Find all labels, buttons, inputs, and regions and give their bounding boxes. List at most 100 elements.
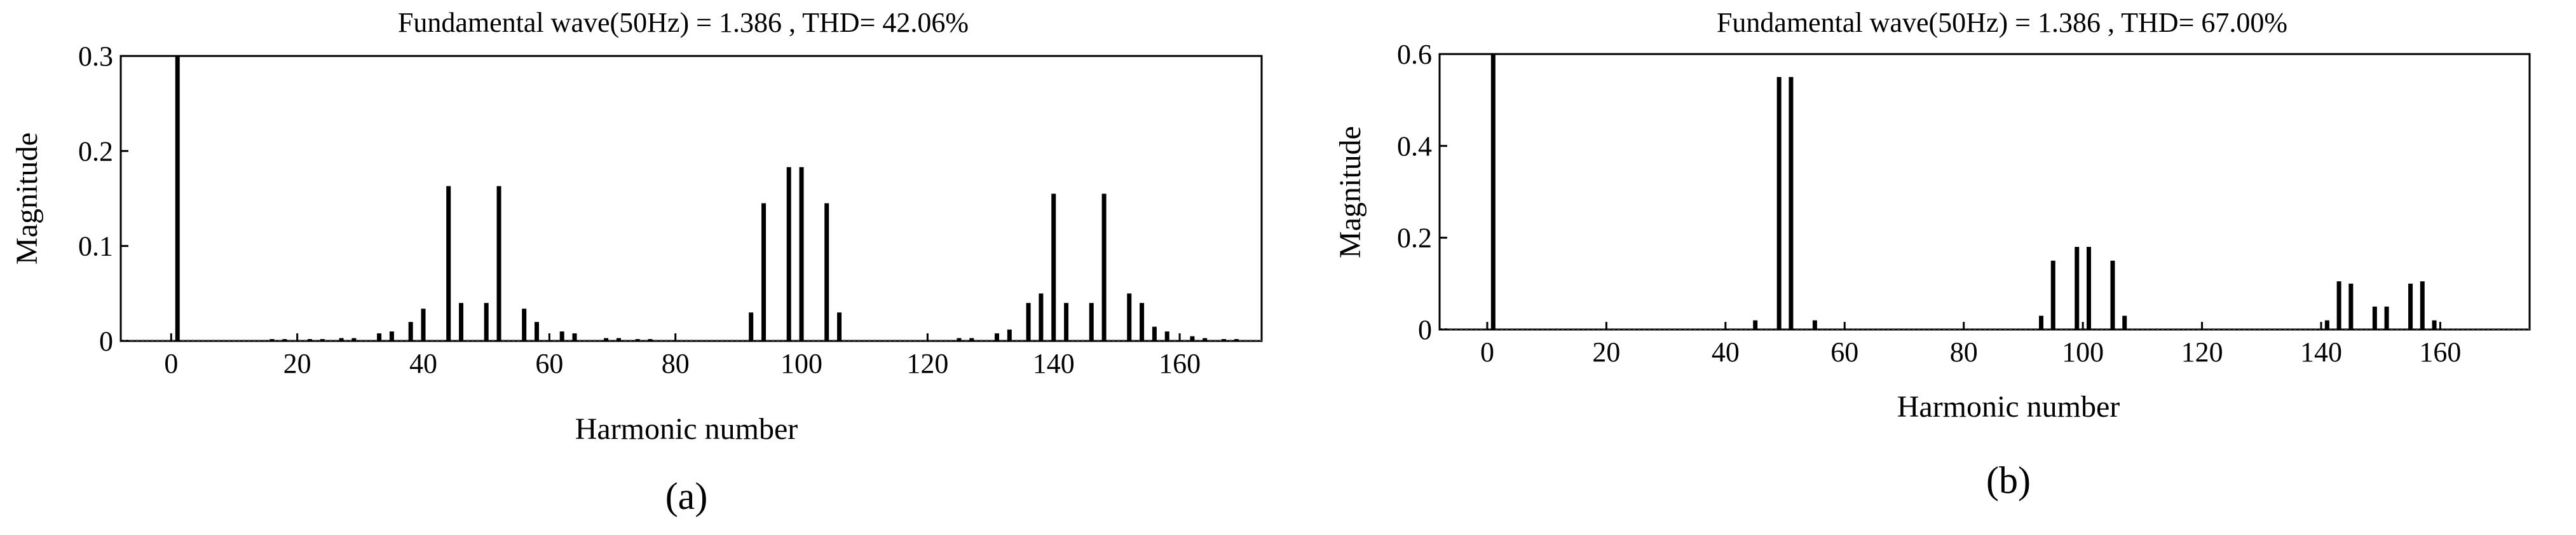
y-ticks-b: 0 0.2 0.4 0.6 [1397,39,1447,345]
bar [786,167,791,341]
bar [1026,303,1031,341]
x-tick-label: 20 [1592,337,1620,368]
bar [351,338,357,341]
bar [1490,54,1496,330]
bar [837,312,842,341]
x-tick-label: 120 [2181,337,2223,368]
bar [749,312,754,341]
y-tick-label: 0.2 [78,135,113,167]
chart-title-a: Fundamental wave(50Hz) = 1.386 , THD= 42… [398,7,969,38]
bar [269,339,275,341]
bar [1164,331,1169,341]
bar [635,339,640,341]
bar [1234,339,1239,341]
bar [2420,281,2425,330]
x-ticks-a: 0 20 40 60 80 100 120 140 160 [164,333,1201,379]
x-tick-label: 140 [1033,348,1075,379]
x-tick-label: 20 [283,348,311,379]
y-ticks-a: 0 0.1 0.2 0.3 [78,41,128,357]
bar [1140,303,1145,341]
bar [824,203,829,341]
bar [616,338,621,341]
chart-panel-a: Fundamental wave(50Hz) = 1.386 , THD= 42… [10,7,1263,517]
bar [459,303,464,341]
bar [535,322,540,341]
bar [282,339,287,341]
bar [761,203,767,341]
bars-b [1440,54,2530,330]
y-tick-label: 0.1 [78,231,113,262]
bar [604,338,609,341]
y-axis-label-a: Magnitude [10,132,44,265]
chart-panel-b: Fundamental wave(50Hz) = 1.386 , THD= 67… [1333,7,2531,501]
x-tick-label: 160 [1159,348,1201,379]
bar [2075,247,2080,330]
panel-caption-a: (a) [665,475,708,517]
bar [799,167,804,341]
x-tick-label: 0 [164,348,178,379]
bar [2384,306,2389,330]
y-tick-label: 0 [99,326,113,357]
bar [1007,330,1012,341]
bar [446,186,451,341]
bar [2336,281,2341,330]
x-tick-label: 100 [2062,337,2104,368]
bar [1789,77,1794,330]
bar [1190,336,1195,341]
bar [377,333,382,341]
bar [175,56,180,341]
bar [2348,283,2354,330]
bar [1753,320,1758,330]
bar [648,339,653,341]
x-tick-label: 60 [535,348,563,379]
bar [2408,283,2413,330]
chart-title-b: Fundamental wave(50Hz) = 1.386 , THD= 67… [1717,7,2287,38]
bar [1152,326,1157,341]
bar [957,338,962,341]
bar [1812,320,1817,330]
bar [1039,293,1044,341]
bar [2324,320,2329,330]
x-tick-label: 160 [2419,337,2461,368]
bar [2050,260,2055,330]
y-tick-label: 0 [1418,314,1432,345]
x-tick-label: 0 [1480,337,1494,368]
bars-a [121,56,1262,341]
y-tick-label: 0.3 [78,41,113,72]
bar [308,339,313,341]
bar [522,309,527,341]
x-ticks-b: 0 20 40 60 80 100 120 140 160 [1480,322,2461,368]
bar [408,322,413,341]
bar [1203,338,1208,341]
bar [994,333,999,341]
bar [572,333,577,341]
bar [1089,303,1094,341]
bar [389,331,394,341]
x-tick-label: 140 [2300,337,2342,368]
x-tick-label: 40 [1712,337,1740,368]
bar [2087,247,2092,330]
x-axis-label-a: Harmonic number [575,412,798,446]
bar [496,186,501,341]
bar [2039,316,2044,330]
bar [1101,193,1107,341]
plot-frame-b [1438,53,2531,331]
x-axis-label-b: Harmonic number [1897,390,2120,424]
bar [969,338,974,341]
bar [1051,193,1056,341]
plot-frame-a [119,55,1263,342]
bar [1064,303,1069,341]
bar [2122,316,2127,330]
x-tick-label: 100 [780,348,822,379]
y-tick-label: 0.6 [1397,39,1432,70]
bar [339,338,344,341]
bar [484,303,489,341]
bar [2372,306,2377,330]
panel-caption-b: (b) [1986,459,2031,501]
bar [1221,339,1226,341]
x-tick-label: 40 [409,348,437,379]
bar [421,309,426,341]
x-tick-label: 80 [1950,337,1978,368]
bar [2432,320,2437,330]
